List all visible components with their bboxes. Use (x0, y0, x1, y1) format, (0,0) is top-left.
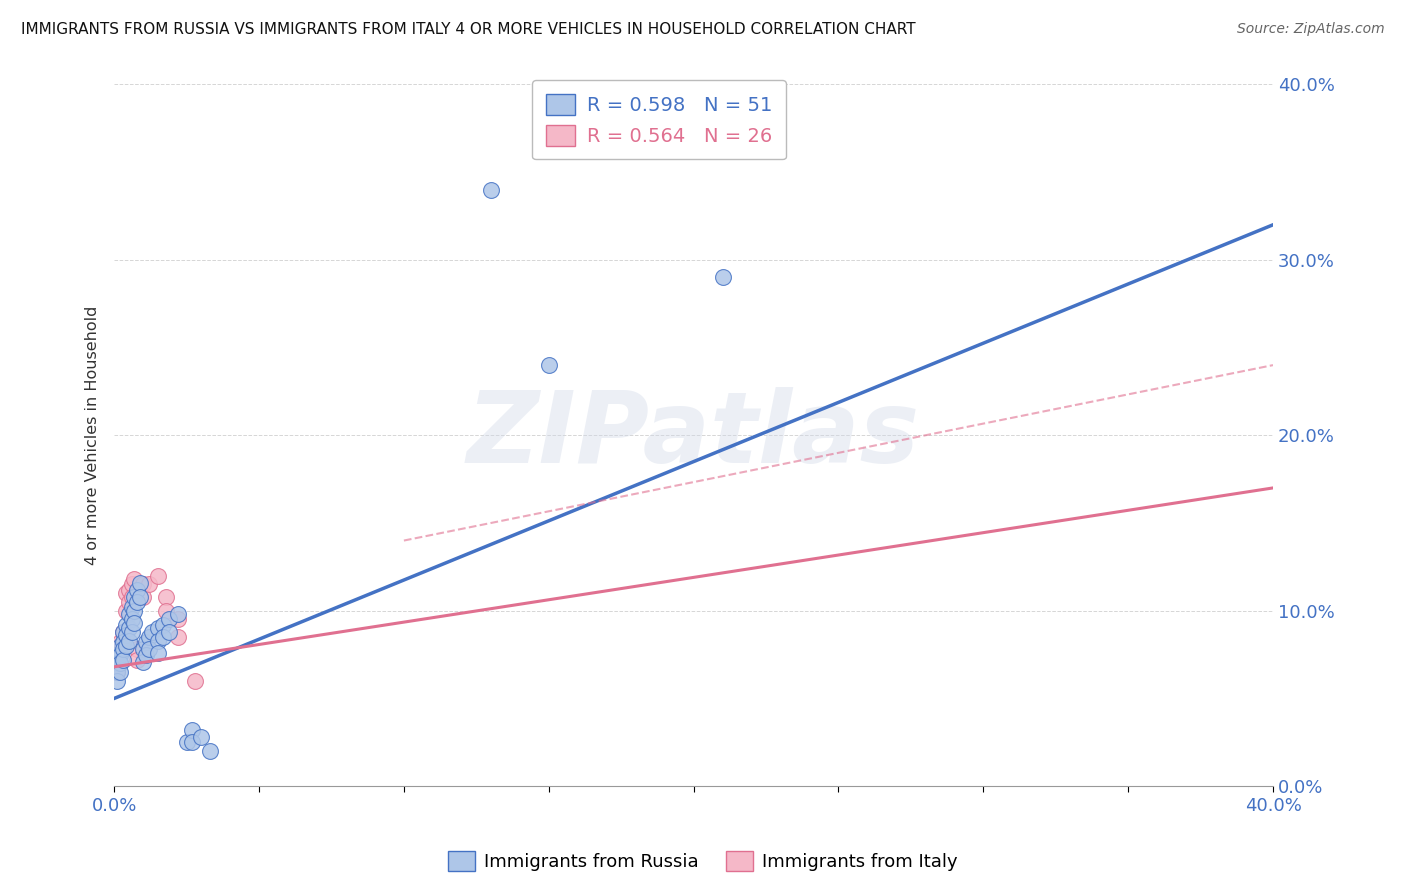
Point (121, 577, 143, 591)
Legend: Immigrants from Russia, Immigrants from Italy: Immigrants from Russia, Immigrants from … (441, 844, 965, 879)
Point (108, 639, 131, 653)
Point (118, 595, 141, 609)
Point (108, 657, 131, 671)
Point (105, 657, 128, 671)
Point (127, 653, 149, 667)
Point (108, 665, 131, 679)
Point (114, 604, 136, 618)
Point (121, 600, 143, 615)
Point (127, 595, 149, 609)
Point (111, 624, 134, 639)
Point (111, 653, 134, 667)
Point (111, 642, 134, 657)
Point (135, 635, 157, 649)
Point (124, 615, 146, 630)
Point (105, 665, 128, 679)
Point (111, 635, 134, 649)
Point (127, 582, 149, 597)
Point (146, 633, 169, 648)
Point (124, 590, 146, 604)
Point (127, 642, 149, 657)
Point (479, 183, 502, 197)
Point (167, 607, 190, 622)
Point (181, 735, 204, 749)
Point (132, 577, 155, 591)
Point (141, 624, 163, 639)
Point (124, 604, 146, 618)
Point (167, 630, 190, 644)
Point (105, 648, 128, 662)
Point (105, 648, 128, 662)
Point (146, 621, 169, 635)
Point (105, 657, 128, 671)
Point (111, 635, 134, 649)
Point (114, 586, 136, 600)
Point (118, 582, 141, 597)
Y-axis label: 4 or more Vehicles in Household: 4 or more Vehicles in Household (86, 306, 100, 565)
Point (190, 730, 212, 744)
Point (111, 624, 134, 639)
Point (114, 617, 136, 632)
Point (184, 673, 207, 688)
Text: Source: ZipAtlas.com: Source: ZipAtlas.com (1237, 22, 1385, 37)
Point (108, 646, 131, 660)
Point (105, 673, 128, 688)
Point (537, 358, 560, 372)
Point (138, 577, 160, 591)
Point (118, 633, 141, 648)
Legend: R = 0.598   N = 51, R = 0.564   N = 26: R = 0.598 N = 51, R = 0.564 N = 26 (531, 80, 786, 160)
Point (108, 635, 131, 649)
Text: ZIPatlas: ZIPatlas (467, 387, 920, 483)
Point (152, 630, 174, 644)
Point (138, 630, 160, 644)
Point (135, 648, 157, 662)
Text: IMMIGRANTS FROM RUSSIA VS IMMIGRANTS FROM ITALY 4 OR MORE VEHICLES IN HOUSEHOLD : IMMIGRANTS FROM RUSSIA VS IMMIGRANTS FRO… (21, 22, 915, 37)
Point (152, 617, 174, 632)
Point (108, 648, 131, 662)
Point (105, 665, 128, 679)
Point (155, 590, 177, 604)
Point (155, 604, 177, 618)
Point (114, 628, 136, 642)
Point (711, 270, 734, 285)
Point (132, 642, 155, 657)
Point (176, 735, 198, 749)
Point (118, 621, 141, 635)
Point (167, 612, 190, 626)
Point (146, 568, 169, 582)
Point (181, 723, 204, 737)
Point (157, 624, 180, 639)
Point (108, 657, 131, 671)
Point (132, 590, 155, 604)
Point (118, 607, 141, 622)
Point (146, 646, 169, 660)
Point (121, 624, 143, 639)
Point (121, 612, 143, 626)
Point (129, 590, 152, 604)
Point (129, 575, 152, 590)
Point (138, 642, 160, 657)
Point (198, 744, 221, 758)
Point (132, 655, 155, 669)
Point (121, 590, 143, 604)
Point (114, 639, 136, 653)
Point (124, 572, 146, 586)
Point (157, 612, 180, 626)
